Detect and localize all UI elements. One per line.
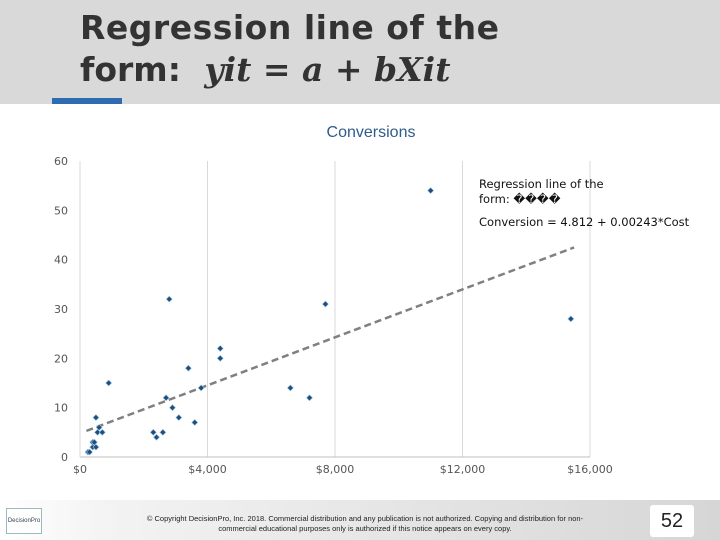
y-tick-label: 10 (54, 402, 68, 415)
data-point (216, 345, 224, 352)
x-tick-label: $4,000 (188, 463, 227, 476)
data-point (162, 394, 170, 402)
data-point (184, 364, 192, 372)
chart-title: Conversions (327, 124, 416, 141)
footer: DecisionPro © Copyright DecisionPro, Inc… (0, 500, 720, 540)
scatter-chart: Conversions $0 $4,000 $8,000 $12,000 $16,000 0… (54, 124, 690, 476)
banner-accent-bar (52, 98, 122, 104)
data-point (92, 443, 100, 451)
data-point (86, 448, 93, 456)
slide-title-line2: form: yit = a + bXit (80, 50, 450, 89)
x-tick-label: $16,000 (567, 463, 613, 476)
y-tick-label: 20 (54, 352, 68, 365)
x-tick-label: $0 (73, 463, 87, 476)
regression-equation: Conversion = 4.812 + 0.00243*Cost (479, 215, 690, 229)
data-point (216, 354, 224, 362)
data-point (191, 419, 199, 426)
slide-title-form-label: form: (80, 50, 181, 89)
copyright-notice: © Copyright DecisionPro, Inc. 2018. Comm… (146, 514, 584, 533)
slide-title-line1: Regression line of the (80, 8, 500, 47)
x-tick-label: $12,000 (440, 463, 486, 476)
y-tick-label: 0 (61, 451, 68, 464)
data-point (95, 423, 103, 431)
company-logo: DecisionPro (6, 508, 42, 534)
chart-area: Conversions $0 $4,000 $8,000 $12,000 $16,000 0… (0, 110, 720, 490)
annotation-line2: form: ���� (479, 192, 561, 206)
data-point (90, 438, 98, 446)
data-point (567, 315, 575, 323)
y-tick-label: 30 (54, 303, 68, 316)
data-point (322, 300, 329, 308)
data-point (306, 394, 313, 402)
title-banner: Regression line of the form: yit = a + b… (0, 0, 720, 104)
page-number: 52 (650, 505, 694, 537)
slide-title-formula: yit = a + bXit (204, 50, 451, 89)
data-point (169, 404, 176, 412)
y-tick-label: 50 (54, 204, 68, 217)
data-point (92, 414, 100, 421)
data-point (159, 428, 167, 436)
data-point (98, 428, 106, 436)
data-point (105, 379, 113, 387)
data-point (149, 428, 157, 436)
data-point (427, 187, 435, 195)
data-point (197, 384, 205, 392)
data-point (153, 433, 160, 441)
y-tick-label: 60 (54, 155, 68, 168)
x-tick-label: $8,000 (316, 463, 355, 476)
annotation-line1: Regression line of the (479, 177, 604, 191)
regression-trendline (85, 246, 575, 433)
data-point (175, 414, 183, 421)
data-point (286, 384, 294, 392)
data-point (165, 295, 173, 303)
y-tick-label: 40 (54, 254, 68, 267)
